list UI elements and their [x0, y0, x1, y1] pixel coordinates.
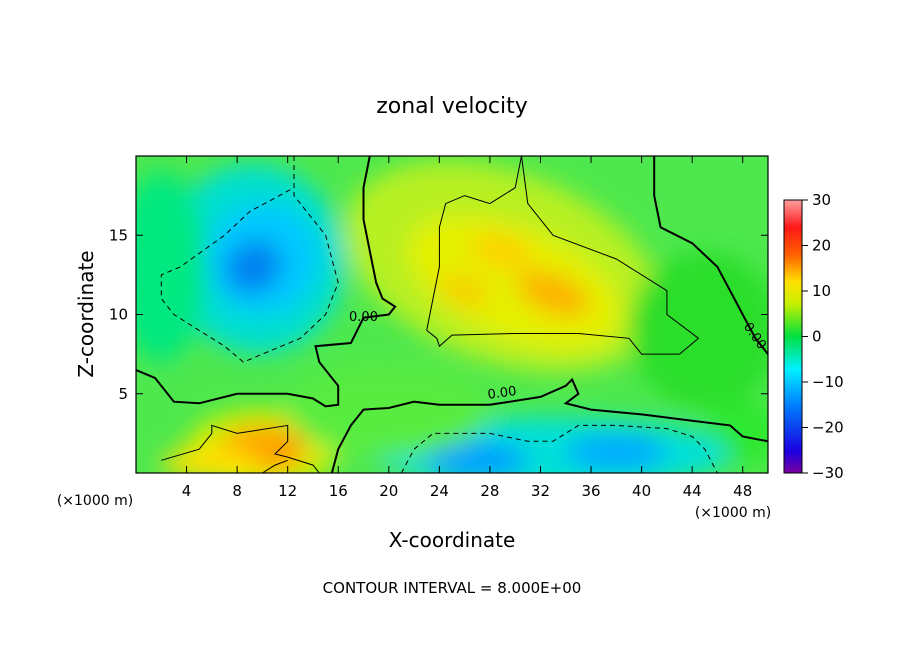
contour-interval-note: CONTOUR INTERVAL = 8.000E+00 [323, 579, 582, 597]
colorbar-tick-label: 30 [812, 191, 831, 209]
contour-zero [653, 156, 768, 355]
y-axis: 5 10 15 [109, 226, 768, 403]
colorbar-tick-label: 20 [812, 237, 831, 255]
x-unit-label-right: (×1000 m) [695, 505, 771, 521]
y-tick-label: 10 [109, 306, 128, 324]
contour-positive [161, 424, 320, 473]
x-tick-label: 24 [430, 482, 449, 500]
contour-zero [136, 156, 397, 408]
contour-zero [330, 377, 768, 473]
x-tick-label: 36 [581, 482, 600, 500]
contour-positive [426, 156, 700, 355]
x-axis: 4 8 12 16 20 24 28 32 36 40 44 48 [182, 156, 752, 500]
contour-negative [160, 156, 339, 363]
colorbar-tick-label: −30 [812, 464, 844, 482]
x-tick-label: 44 [683, 482, 702, 500]
contour-positive [262, 459, 288, 473]
x-tick-label: 16 [329, 482, 348, 500]
chart-title: zonal velocity [376, 94, 528, 119]
max-core [440, 273, 490, 308]
contour-label: 0.00 [487, 384, 518, 403]
x-tick-label: 48 [733, 482, 752, 500]
colorbar-tick-label: 10 [812, 282, 831, 300]
min-core [225, 240, 282, 294]
field-region [628, 251, 768, 410]
x-axis-label: X-coordinate [389, 528, 516, 552]
max-core [471, 233, 534, 269]
field-region [136, 171, 206, 363]
colorbar-tick-label: −20 [812, 419, 844, 437]
x-tick-label: 8 [232, 482, 242, 500]
colorbar: 30 20 10 0 −10 −20 −30 [783, 191, 844, 482]
colorbar-tick-label: −10 [812, 373, 844, 391]
contour-lines [136, 156, 768, 473]
min-core [426, 441, 528, 473]
warm-region [161, 447, 263, 473]
colorbar-ticks: 30 20 10 0 −10 −20 −30 [802, 191, 844, 482]
contour-positive [426, 156, 522, 331]
x-unit-label-left: (×1000 m) [57, 493, 133, 509]
x-tick-label: 20 [379, 482, 398, 500]
y-axis-label: Z-coordinate [74, 250, 98, 377]
min-core [565, 434, 667, 470]
velocity-field [136, 161, 768, 473]
plot-area: 0.000.000.00 [136, 156, 768, 473]
x-tick-label: 28 [480, 482, 499, 500]
contour-label: 0.00 [349, 310, 378, 325]
x-tick-label: 40 [632, 482, 651, 500]
x-tick-label: 12 [278, 482, 297, 500]
y-tick-label: 15 [109, 226, 128, 244]
colorbar-tick-label: 0 [812, 328, 822, 346]
contour-negative [400, 424, 718, 473]
colorbar-scale [783, 199, 803, 474]
max-core [517, 271, 589, 317]
x-tick-label: 32 [531, 482, 550, 500]
y-tick-label: 5 [118, 385, 128, 403]
field-region [287, 362, 490, 458]
x-tick-label: 4 [182, 482, 192, 500]
